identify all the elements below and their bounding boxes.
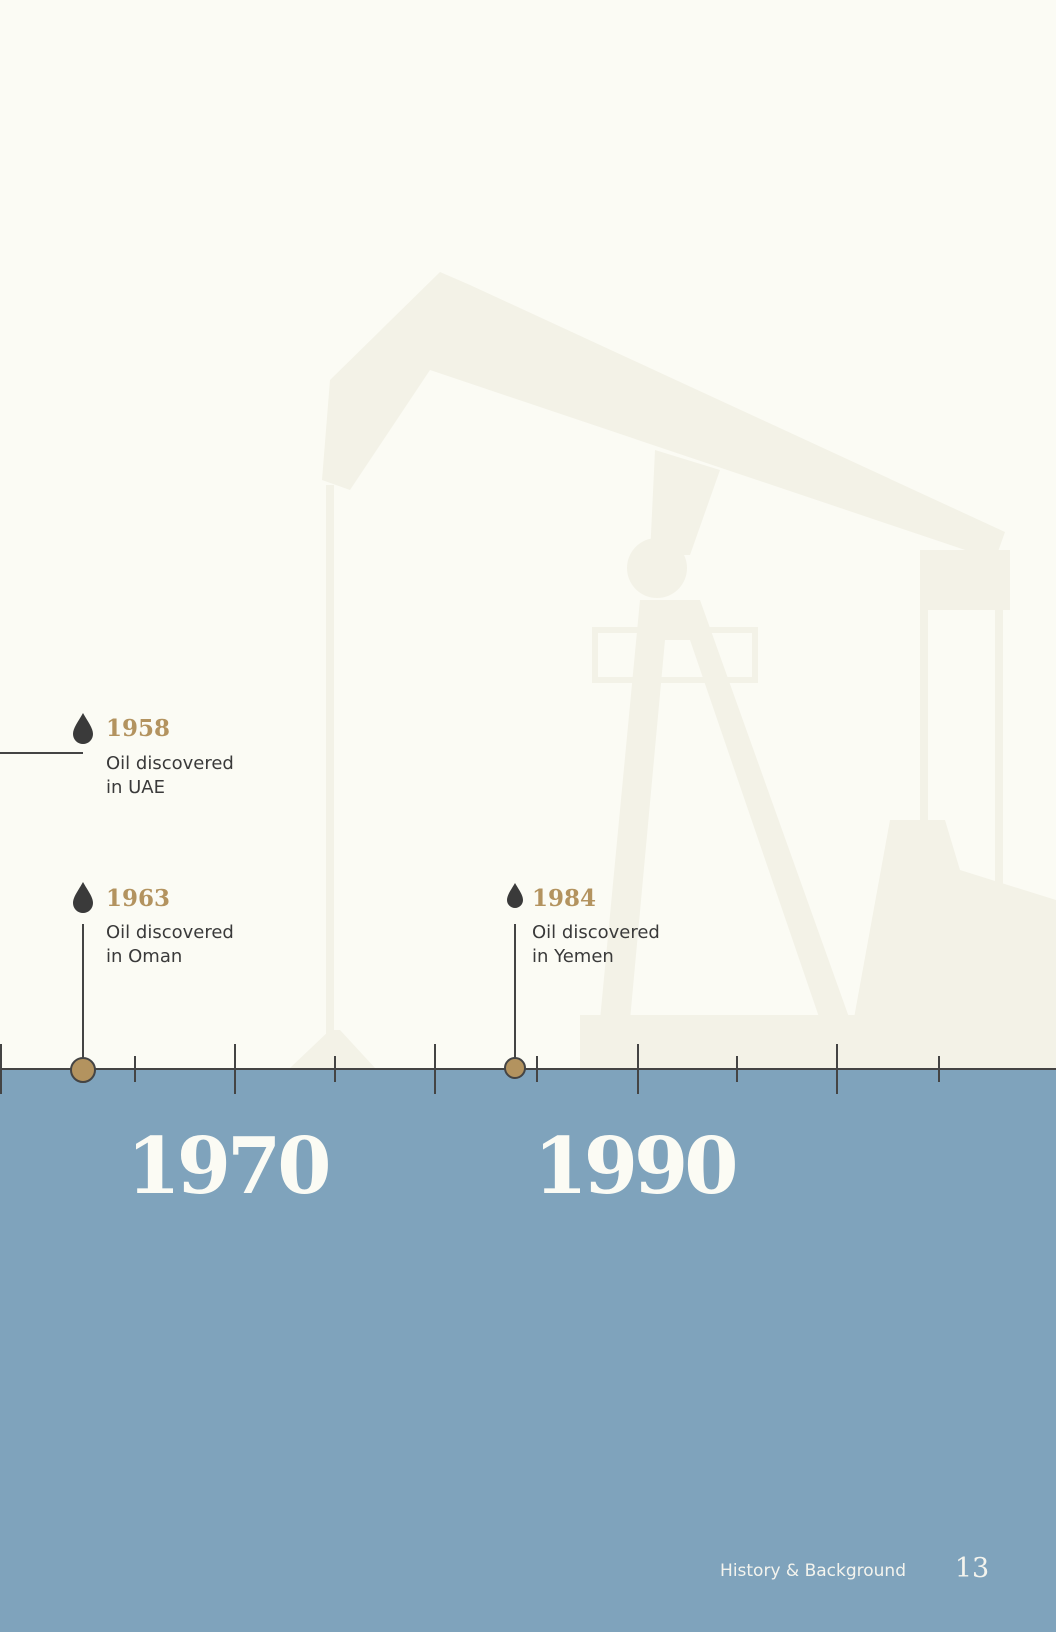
event-dot [71,1058,95,1082]
footer-section: History & Background [720,1561,906,1581]
event-text: in Yemen [532,946,614,967]
pump-silhouette [290,272,1056,1070]
event-text: in UAE [106,777,165,798]
event-dot [505,1058,525,1078]
event-year: 1958 [106,715,170,742]
event-year: 1984 [532,885,596,912]
event-text: in Oman [106,946,182,967]
drop-icons [73,713,523,913]
page-number: 13 [955,1553,989,1584]
event-text: Oil discovered [106,922,234,943]
event-text: Oil discovered [106,753,234,774]
page: 1958 Oil discovered in UAE 1963 Oil disc… [0,0,1056,1632]
decade-label: 1970 [126,1121,328,1212]
event-text: Oil discovered [532,922,660,943]
decade-label: 1990 [533,1121,735,1212]
event-year: 1963 [106,885,170,912]
